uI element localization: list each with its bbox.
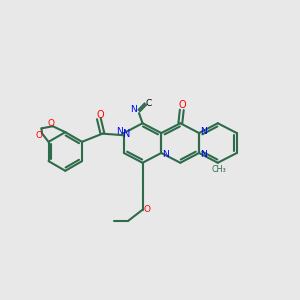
Text: O: O <box>48 119 55 128</box>
Text: N: N <box>116 127 123 136</box>
Text: O: O <box>97 110 104 120</box>
Text: N: N <box>130 105 137 114</box>
Text: N: N <box>200 150 207 159</box>
Text: O: O <box>143 205 150 214</box>
Text: N: N <box>162 150 169 159</box>
Text: N: N <box>123 129 130 139</box>
Text: N: N <box>200 127 207 136</box>
Text: CH₃: CH₃ <box>212 165 226 174</box>
Text: C: C <box>146 98 152 107</box>
Text: O: O <box>35 131 43 140</box>
Text: O: O <box>179 100 187 110</box>
